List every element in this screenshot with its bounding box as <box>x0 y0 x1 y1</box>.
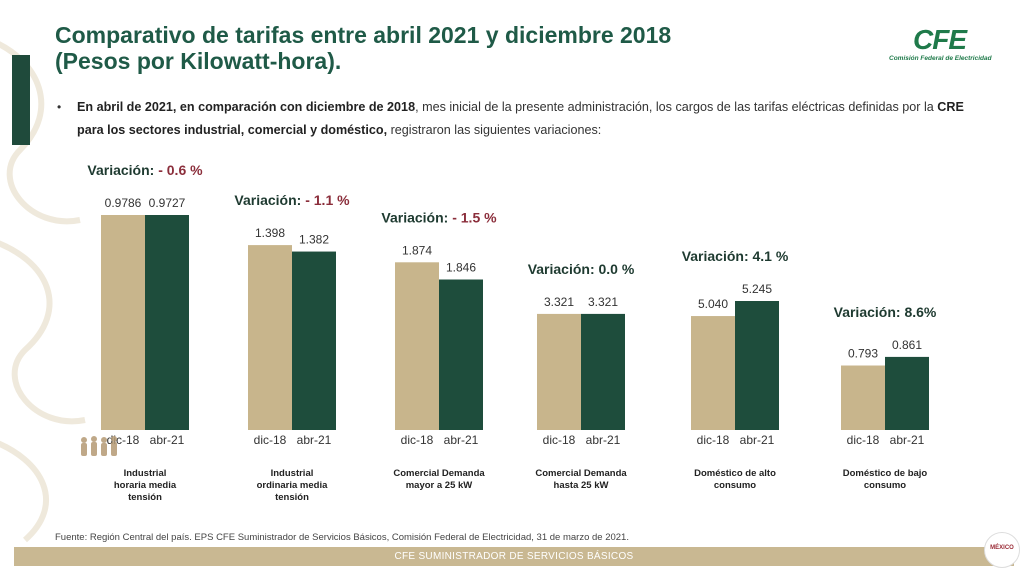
bar-abr-21-3 <box>439 279 483 430</box>
value-label: 5.040 <box>698 297 728 311</box>
value-label: 0.861 <box>892 338 922 352</box>
bar-dic-18-3 <box>395 262 439 430</box>
tick-label: abr-21 <box>297 433 332 447</box>
category-label: horaria media <box>114 480 177 491</box>
variation-value: - 0.6 % <box>158 162 203 178</box>
tariff-comparison-chart: 0.9786 dic-18 0.9727 abr-21 Variación: - 0.6… <box>87 162 937 500</box>
variation-value: 0.0 % <box>599 261 635 277</box>
tick-label: dic-18 <box>254 433 287 447</box>
tick-label: abr-21 <box>444 433 479 447</box>
category-label: Doméstico de alto <box>694 468 776 479</box>
value-label: 1.874 <box>402 243 432 257</box>
bar-abr-21-6 <box>885 356 929 430</box>
category-label: Comercial Demanda <box>393 468 485 479</box>
value-label: 3.321 <box>588 295 618 309</box>
value-label: 3.321 <box>544 295 574 309</box>
bar-dic-18-4 <box>537 313 581 430</box>
variation-label: Variación: - 1.1 % <box>234 192 350 208</box>
intro-text-4: registraron las siguientes variaciones: <box>387 123 602 137</box>
category-label: Industrial <box>271 468 314 479</box>
variation-label-text: Variación: <box>234 192 305 208</box>
category-label: Industrial <box>124 468 167 479</box>
value-label: 0.9727 <box>149 196 186 210</box>
bar-dic-18-6 <box>841 365 885 430</box>
cfe-logo: CFE Comisión Federal de Electricidad <box>885 24 995 64</box>
bar-dic-18-2 <box>248 245 292 430</box>
variation-label: Variación: 4.1 % <box>682 248 789 264</box>
cfe-logo-subtitle: Comisión Federal de Electricidad <box>889 55 992 62</box>
tick-label: abr-21 <box>890 433 925 447</box>
gobierno-mexico-logo: MÉXICO <box>984 532 1020 568</box>
intro-text: En abril de 2021, en comparación con dic… <box>57 96 977 142</box>
tick-label: abr-21 <box>586 433 621 447</box>
bar-dic-18-5 <box>691 316 735 430</box>
bullet-dot-icon: • <box>57 100 62 114</box>
variation-label: Variación: - 1.5 % <box>381 209 497 225</box>
intro-bullet: • En abril de 2021, en comparación con d… <box>57 96 977 142</box>
tick-label: abr-21 <box>150 433 185 447</box>
tick-label: dic-18 <box>697 433 730 447</box>
page-title-line-1: Comparativo de tarifas entre abril 2021 … <box>55 22 672 48</box>
gob-logo-text: MÉXICO <box>990 545 1014 551</box>
intro-bold-1: En abril de 2021, en comparación con dic… <box>77 100 416 114</box>
value-label: 1.846 <box>446 261 476 275</box>
variation-value: - 1.1 % <box>305 192 350 208</box>
variation-label-text: Variación: <box>834 304 905 320</box>
variation-label: Variación: 8.6% <box>834 304 937 320</box>
bar-abr-21-5 <box>735 301 779 430</box>
category-label: Comercial Demanda <box>535 468 627 479</box>
variation-label-text: Variación: <box>87 162 158 178</box>
page-title-line-2: (Pesos por Kilowatt-hora). <box>55 48 342 74</box>
value-label: 0.9786 <box>105 196 142 210</box>
category-label: consumo <box>864 480 906 491</box>
bar-abr-21-1 <box>145 215 189 430</box>
category-label: mayor a 25 kW <box>406 480 473 491</box>
source-note: Fuente: Región Central del país. EPS CFE… <box>55 532 629 543</box>
tick-label: dic-18 <box>401 433 434 447</box>
people-illustration <box>78 434 122 458</box>
accent-bar <box>12 55 30 145</box>
tick-label: dic-18 <box>543 433 576 447</box>
category-label: Doméstico de bajo <box>843 468 928 479</box>
value-label: 1.382 <box>299 233 329 247</box>
tick-label: abr-21 <box>740 433 775 447</box>
intro-bold-2: CRE para los sectores industrial, comerc… <box>77 100 964 137</box>
category-label: ordinaria media <box>257 480 328 491</box>
bar-abr-21-4 <box>581 313 625 430</box>
variation-value: 8.6% <box>904 304 936 320</box>
category-label: consumo <box>714 480 756 491</box>
value-label: 0.793 <box>848 347 878 361</box>
variation-value: 4.1 % <box>753 248 789 264</box>
tick-label: dic-18 <box>847 433 880 447</box>
cfe-logo-mark: CFE <box>913 24 967 55</box>
variation-label: Variación: 0.0 % <box>528 261 635 277</box>
category-label: tensión <box>275 492 309 500</box>
value-label: 1.398 <box>255 226 285 240</box>
variation-label-text: Variación: <box>682 248 753 264</box>
variation-value: - 1.5 % <box>452 209 497 225</box>
variation-label: Variación: - 0.6 % <box>87 162 203 178</box>
variation-label-text: Variación: <box>381 209 452 225</box>
category-label: hasta 25 kW <box>554 480 609 491</box>
bar-dic-18-1 <box>101 215 145 430</box>
intro-text-2: , mes inicial de la presente administrac… <box>415 100 938 114</box>
page-title: Comparativo de tarifas entre abril 2021 … <box>55 22 671 74</box>
bar-abr-21-2 <box>292 251 336 430</box>
footer-bar: CFE SUMINISTRADOR DE SERVICIOS BÁSICOS <box>14 547 1014 566</box>
category-label: tensión <box>128 492 162 500</box>
value-label: 5.245 <box>742 282 772 296</box>
variation-label-text: Variación: <box>528 261 599 277</box>
